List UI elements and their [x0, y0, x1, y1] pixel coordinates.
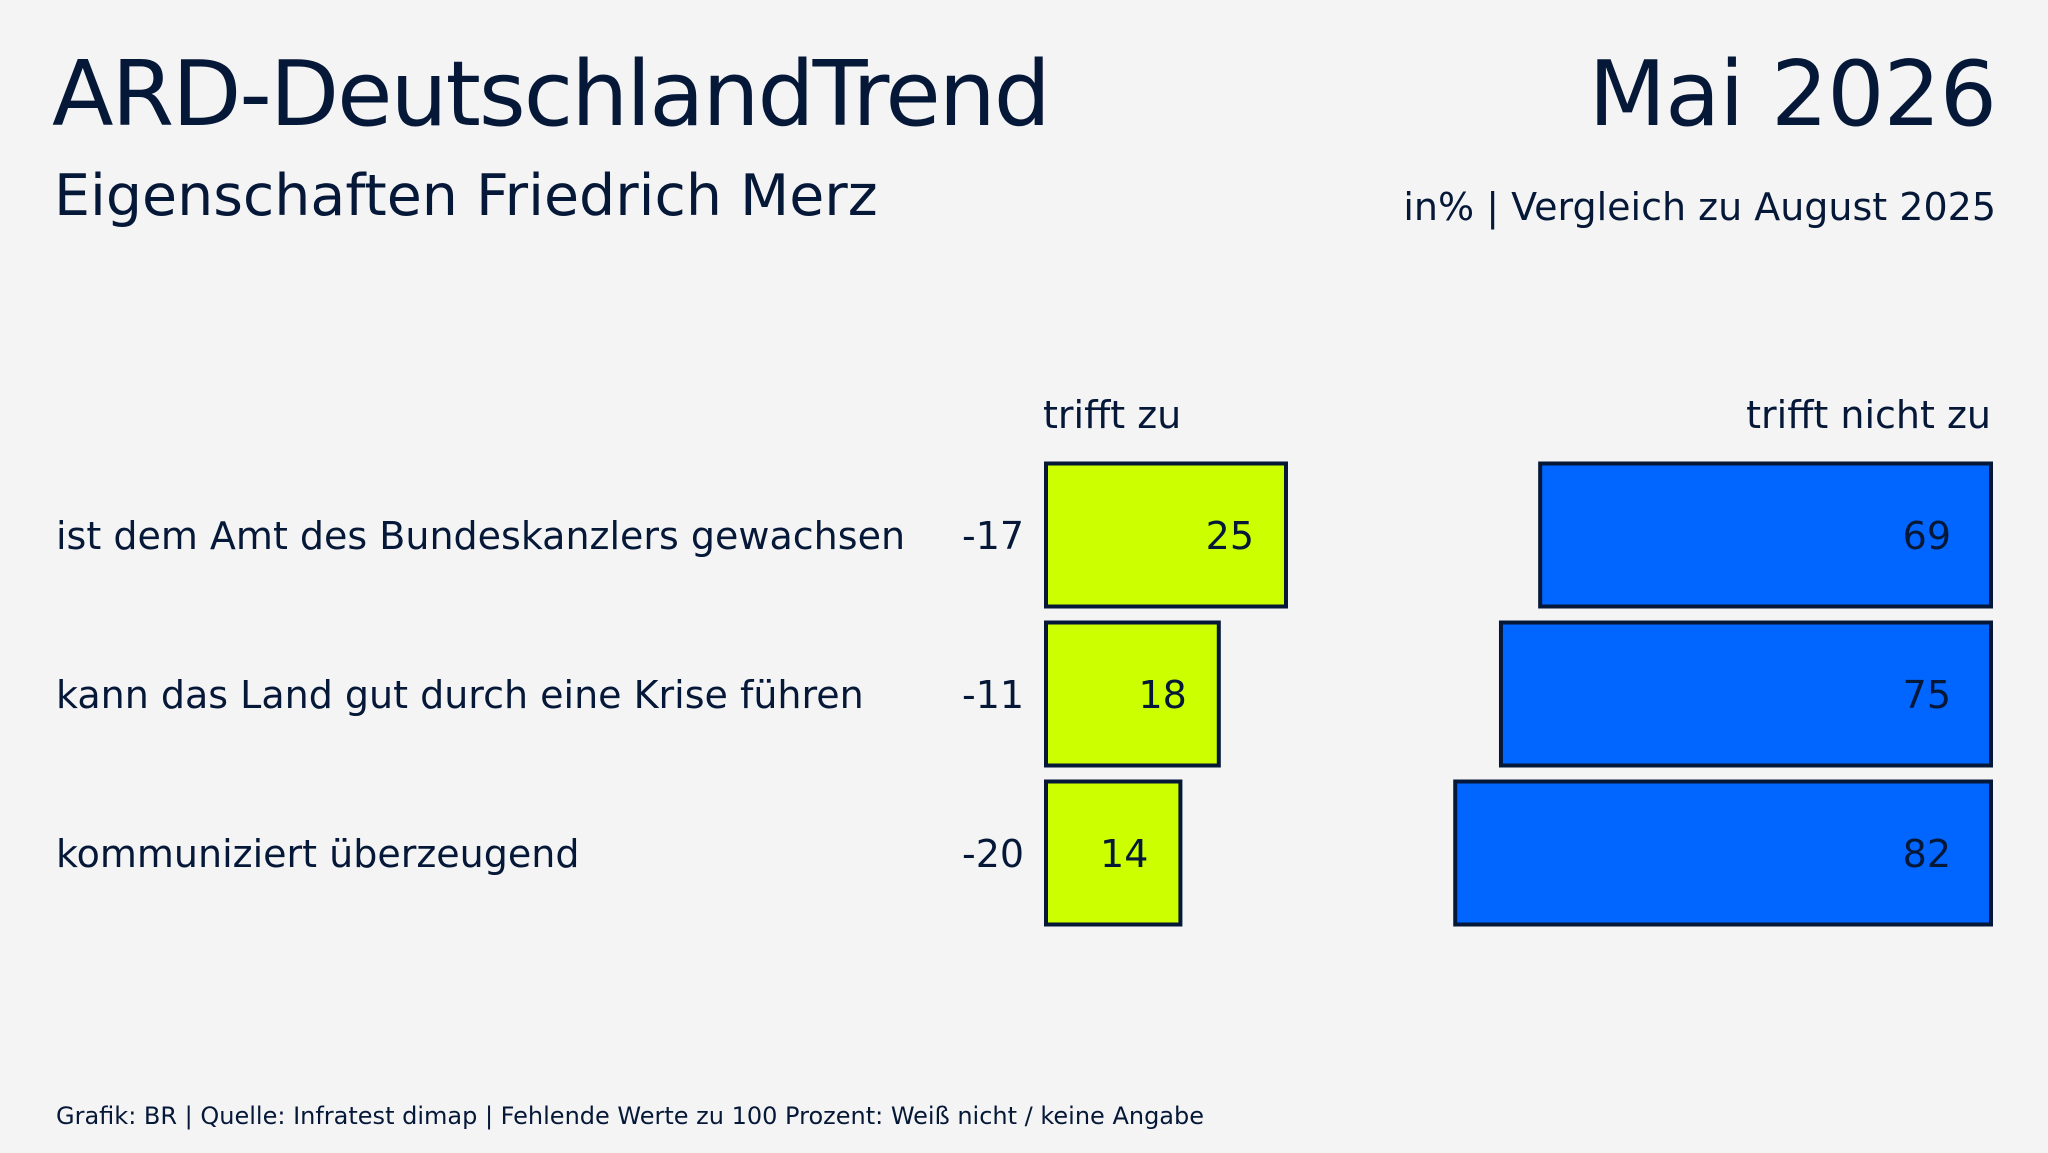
value-label-trifft-nicht-zu: 82: [1903, 832, 1951, 876]
source-footer: Grafik: BR | Quelle: Infratest dimap | F…: [56, 1102, 1205, 1130]
value-label-trifft-nicht-zu: 69: [1903, 514, 1951, 558]
value-label-trifft-nicht-zu: 75: [1903, 673, 1951, 717]
bar-trifft-zu: [1044, 779, 1183, 927]
bar-trifft-nicht-zu: [1453, 779, 1993, 927]
category-label: kommuniziert überzeugend: [56, 832, 579, 876]
chart-row: kommuniziert überzeugend -20 14 82: [56, 779, 1993, 927]
change-label: -17: [962, 514, 1024, 558]
value-label-trifft-zu: 25: [1206, 514, 1254, 558]
legend-trifft-zu: trifft zu: [1043, 393, 1181, 437]
chart-subtitle: Eigenschaften Friedrich Merz: [54, 163, 878, 229]
category-label: ist dem Amt des Bundeskanzlers gewachsen: [56, 514, 905, 558]
chart-row: ist dem Amt des Bundeskanzlers gewachsen…: [56, 461, 1993, 609]
value-label-trifft-zu: 18: [1138, 673, 1186, 717]
legend: trifft zu trifft nicht zu: [1043, 393, 1991, 437]
unit-note: in% | Vergleich zu August 2025: [1403, 185, 1996, 229]
value-label-trifft-zu: 14: [1100, 832, 1148, 876]
bar-trifft-zu: [1044, 620, 1221, 768]
chart-title: ARD-DeutschlandTrend: [52, 42, 1051, 147]
legend-trifft-nicht-zu: trifft nicht zu: [1746, 393, 1991, 437]
change-label: -11: [962, 673, 1024, 717]
category-label: kann das Land gut durch eine Krise führe…: [56, 673, 864, 717]
bar-trifft-zu: [1044, 461, 1288, 609]
survey-date: Mai 2026: [1588, 42, 1997, 147]
chart-rows: ist dem Amt des Bundeskanzlers gewachsen…: [56, 461, 1994, 927]
bar-trifft-nicht-zu: [1538, 461, 1993, 609]
change-label: -20: [962, 832, 1024, 876]
bar-trifft-nicht-zu: [1498, 620, 1994, 768]
chart-row: kann das Land gut durch eine Krise führe…: [56, 620, 1994, 768]
